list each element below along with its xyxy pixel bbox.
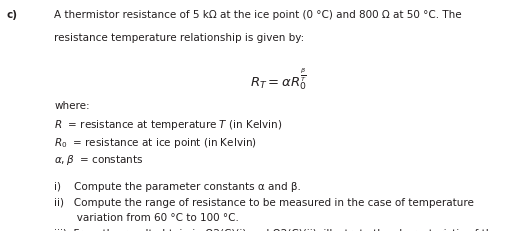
Text: $R$  = resistance at temperature $T$ (in Kelvin): $R$ = resistance at temperature $T$ (in …	[54, 118, 282, 132]
Text: i)    Compute the parameter constants α and β.: i) Compute the parameter constants α and…	[54, 181, 301, 191]
Text: variation from 60 °C to 100 °C.: variation from 60 °C to 100 °C.	[54, 213, 239, 222]
Text: iii)  From the result obtain in Q2(C)(i) and Q2(C)(ii), illustrate the character: iii) From the result obtain in Q2(C)(i) …	[54, 228, 499, 231]
Text: resistance temperature relationship is given by:: resistance temperature relationship is g…	[54, 33, 304, 43]
Text: $R_T = \alpha R_0^{\frac{\beta}{T}}$: $R_T = \alpha R_0^{\frac{\beta}{T}}$	[250, 66, 307, 91]
Text: $R_0$  = resistance at ice point (in Kelvin): $R_0$ = resistance at ice point (in Kelv…	[54, 135, 257, 149]
Text: $\alpha, \beta$  = constants: $\alpha, \beta$ = constants	[54, 152, 143, 166]
Text: ii)   Compute the range of resistance to be measured in the case of temperature: ii) Compute the range of resistance to b…	[54, 197, 474, 207]
Text: A thermistor resistance of 5 kΩ at the ice point (0 °C) and 800 Ω at 50 °C. The: A thermistor resistance of 5 kΩ at the i…	[54, 10, 462, 20]
Text: c): c)	[7, 10, 18, 20]
Text: where:: where:	[54, 100, 90, 110]
